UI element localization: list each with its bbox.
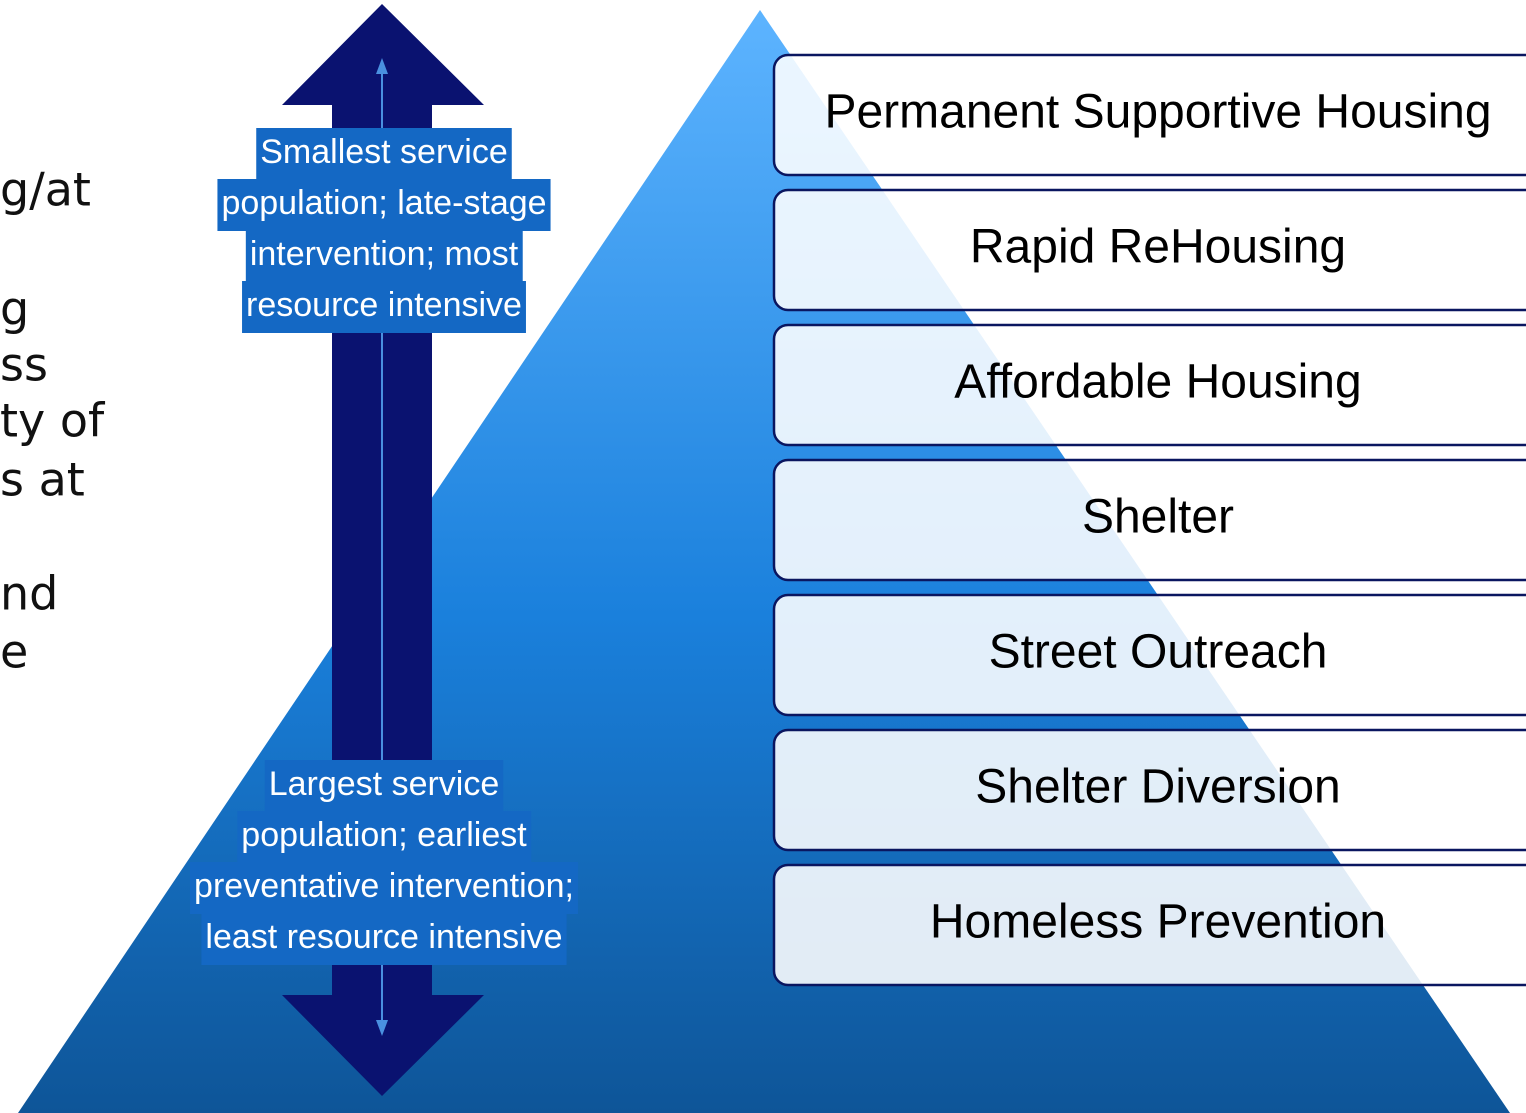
- note-line: Largest service: [269, 765, 500, 803]
- note-line: preventative intervention;: [194, 867, 574, 905]
- left-text-fragment: s at: [0, 453, 85, 507]
- level-label: Homeless Prevention: [930, 896, 1386, 949]
- level-label: Street Outreach: [989, 626, 1328, 679]
- left-text-fragment: e: [0, 625, 28, 679]
- level-label: Shelter: [1082, 491, 1234, 544]
- level-box: [772, 863, 1526, 987]
- note-line: resource intensive: [246, 286, 522, 324]
- level-box: [772, 728, 1526, 852]
- left-text-fragment: ty of: [0, 394, 106, 448]
- note-highlight: [242, 281, 526, 333]
- level-box: [772, 188, 1526, 312]
- level-label: Shelter Diversion: [975, 761, 1340, 814]
- level-box: [772, 458, 1526, 582]
- level-box: [772, 593, 1526, 717]
- note-highlight: [190, 862, 578, 914]
- note-line: intervention; most: [250, 235, 519, 273]
- left-text-fragment: ss: [0, 338, 48, 392]
- level-box: [772, 323, 1526, 447]
- level-label: Rapid ReHousing: [970, 221, 1346, 274]
- level-box: [772, 53, 1526, 177]
- left-text-fragment: g: [0, 282, 29, 336]
- note-highlight: [217, 179, 551, 231]
- level-label: Affordable Housing: [954, 356, 1361, 409]
- note-line: population; earliest: [241, 816, 527, 854]
- note-line: Smallest service: [260, 133, 508, 171]
- note-highlight: [245, 230, 523, 282]
- left-text-fragment: g/at: [0, 163, 91, 217]
- note-line: population; late-stage: [221, 184, 546, 222]
- note-highlight: [237, 811, 532, 863]
- note-highlight: [256, 128, 512, 180]
- left-text-fragment: nd: [0, 567, 58, 621]
- note-highlight: [264, 760, 504, 812]
- note-line: least resource intensive: [205, 918, 562, 956]
- note-highlight: [201, 913, 567, 965]
- level-label: Permanent Supportive Housing: [824, 86, 1491, 139]
